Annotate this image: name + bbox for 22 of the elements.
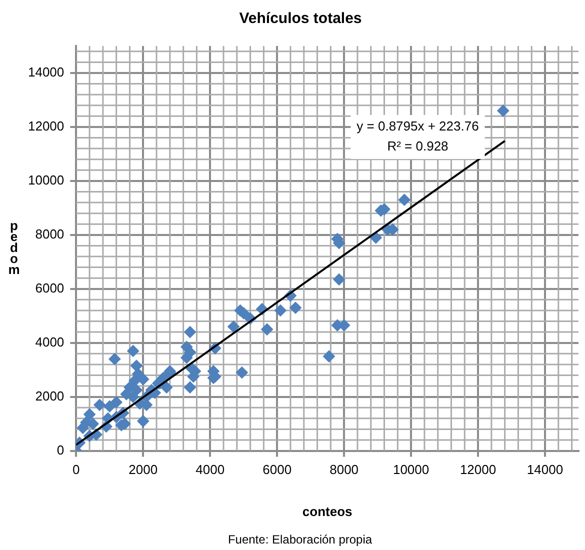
y-tick-label: 8000 — [35, 226, 64, 242]
x-tick-label: 4000 — [196, 462, 225, 478]
x-tick-label: 2000 — [128, 462, 158, 478]
annotation: y = 0.8795x + 223.76 — [356, 118, 479, 134]
source-note: Fuente: Elaboración propia — [228, 532, 372, 546]
y-tick-label: 0 — [56, 442, 64, 458]
y-axis-title: pedom — [8, 218, 20, 277]
x-tick-label: 12000 — [460, 462, 496, 478]
y-tick-label: 14000 — [28, 64, 64, 80]
y-tick-label: 4000 — [35, 334, 64, 350]
x-axis-title: conteos — [302, 504, 352, 519]
y-tick-label: 2000 — [35, 388, 64, 404]
annotation: R² = 0.928 — [387, 138, 448, 154]
x-tick-label: 6000 — [262, 462, 292, 478]
x-tick-label: 10000 — [392, 462, 430, 478]
y-tick-label: 12000 — [28, 118, 64, 134]
y-tick-label: 6000 — [35, 280, 64, 296]
y-tick-label: 10000 — [28, 172, 64, 188]
x-tick-label: 14000 — [526, 462, 564, 478]
x-tick-label: 8000 — [330, 462, 359, 478]
x-tick-label: 0 — [72, 462, 80, 478]
chart-title: Vehículos totales — [239, 10, 362, 28]
